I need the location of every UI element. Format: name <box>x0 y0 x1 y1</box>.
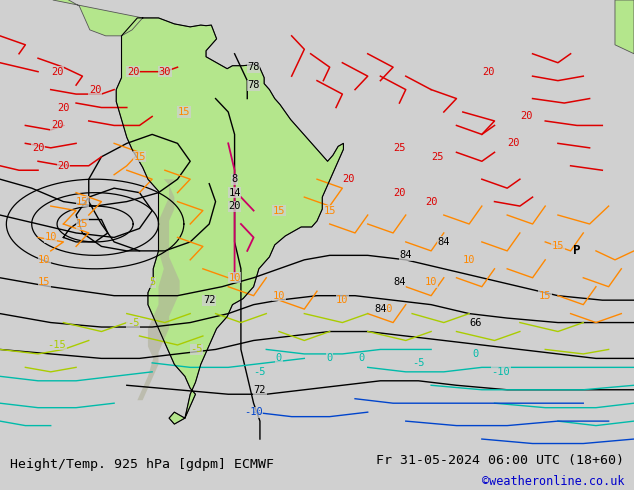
Text: 20: 20 <box>51 67 63 76</box>
Text: 15: 15 <box>552 242 564 251</box>
Text: 10: 10 <box>336 295 349 305</box>
Polygon shape <box>116 18 344 424</box>
Text: 66: 66 <box>469 318 482 327</box>
Text: 72: 72 <box>254 385 266 395</box>
Text: 10: 10 <box>38 255 51 265</box>
Text: 0: 0 <box>327 353 333 364</box>
Text: 20: 20 <box>342 174 355 184</box>
Text: 78: 78 <box>247 80 260 90</box>
Text: 8: 8 <box>231 174 238 184</box>
Text: 20: 20 <box>51 121 63 130</box>
Text: 84: 84 <box>393 277 406 287</box>
Text: 15: 15 <box>273 206 285 216</box>
Text: 15: 15 <box>38 277 51 287</box>
Text: 84: 84 <box>399 250 412 260</box>
Text: -5: -5 <box>254 367 266 377</box>
Text: 0: 0 <box>472 349 479 359</box>
Text: 20: 20 <box>127 67 139 76</box>
Text: 20: 20 <box>57 161 70 171</box>
Text: 14: 14 <box>228 188 241 197</box>
Text: 15: 15 <box>76 219 89 229</box>
Text: 20: 20 <box>89 85 101 95</box>
Text: -10: -10 <box>491 367 510 377</box>
Text: -5: -5 <box>127 318 139 327</box>
Text: 20: 20 <box>32 143 44 153</box>
Text: 20: 20 <box>425 196 437 207</box>
Text: 15: 15 <box>323 206 336 216</box>
Text: 20: 20 <box>393 188 406 197</box>
Text: 20: 20 <box>228 201 241 211</box>
Text: 15: 15 <box>76 196 89 207</box>
Text: -5: -5 <box>190 344 203 354</box>
Text: 20: 20 <box>507 138 520 148</box>
Text: 20: 20 <box>520 112 533 122</box>
Text: 5: 5 <box>149 277 155 287</box>
Text: 10: 10 <box>425 277 437 287</box>
Text: -5: -5 <box>412 358 425 368</box>
Polygon shape <box>615 0 634 54</box>
Text: 10: 10 <box>463 255 476 265</box>
Text: P: P <box>573 245 581 257</box>
Polygon shape <box>138 179 179 400</box>
Text: 30: 30 <box>158 67 171 76</box>
Text: 10: 10 <box>380 304 393 314</box>
Text: 78: 78 <box>247 62 260 72</box>
Text: 10: 10 <box>228 273 241 283</box>
Text: 84: 84 <box>437 237 450 247</box>
Text: 15: 15 <box>539 291 552 301</box>
Text: 20: 20 <box>482 67 495 76</box>
Polygon shape <box>53 0 143 36</box>
Text: 10: 10 <box>273 291 285 301</box>
Text: 25: 25 <box>393 143 406 153</box>
Text: -10: -10 <box>244 407 263 417</box>
Text: 15: 15 <box>178 107 190 117</box>
Text: 25: 25 <box>431 152 444 162</box>
Text: -15: -15 <box>48 340 67 350</box>
Text: Height/Temp. 925 hPa [gdpm] ECMWF: Height/Temp. 925 hPa [gdpm] ECMWF <box>10 458 273 471</box>
Text: 84: 84 <box>374 304 387 314</box>
Text: 0: 0 <box>276 353 282 364</box>
Text: 20: 20 <box>57 102 70 113</box>
Text: 0: 0 <box>358 353 365 364</box>
Text: 10: 10 <box>44 232 57 243</box>
Text: 15: 15 <box>133 152 146 162</box>
Text: ©weatheronline.co.uk: ©weatheronline.co.uk <box>482 475 624 488</box>
Text: Fr 31-05-2024 06:00 UTC (18+60): Fr 31-05-2024 06:00 UTC (18+60) <box>377 454 624 467</box>
Text: 72: 72 <box>203 295 216 305</box>
